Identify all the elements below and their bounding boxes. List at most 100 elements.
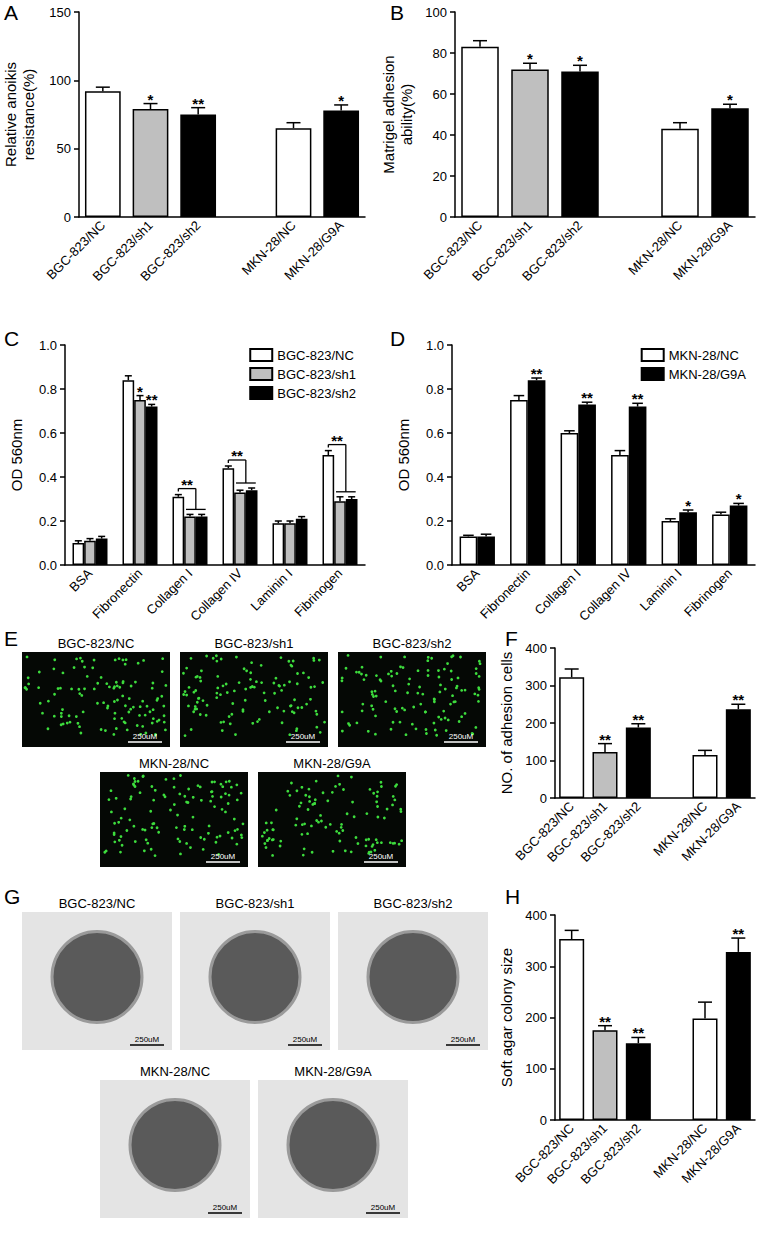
svg-text:Fibronectin: Fibronectin	[89, 566, 145, 622]
svg-text:100: 100	[525, 753, 547, 768]
svg-text:MKN-28/G9A: MKN-28/G9A	[281, 217, 346, 282]
svg-text:100: 100	[49, 73, 71, 88]
svg-text:0.8: 0.8	[39, 382, 57, 397]
svg-text:1.0: 1.0	[39, 338, 57, 353]
svg-text:**: **	[599, 1013, 611, 1030]
svg-text:MKN-28/G9A: MKN-28/G9A	[669, 367, 747, 382]
svg-text:150: 150	[49, 5, 71, 20]
svg-text:0.4: 0.4	[426, 470, 444, 485]
svg-text:OD 560nm: OD 560nm	[395, 419, 412, 492]
svg-text:BGC-823/sh2: BGC-823/sh2	[277, 386, 356, 401]
svg-text:B: B	[390, 1, 404, 24]
svg-text:250uM: 250uM	[369, 852, 394, 861]
svg-text:80: 80	[433, 46, 447, 61]
svg-text:**: **	[192, 95, 204, 112]
svg-text:200: 200	[525, 716, 547, 731]
svg-text:*: *	[736, 490, 742, 507]
svg-text:0.8: 0.8	[426, 382, 444, 397]
svg-text:250uM: 250uM	[449, 732, 474, 741]
svg-text:250uM: 250uM	[133, 732, 158, 741]
svg-text:0: 0	[540, 1113, 547, 1128]
svg-text:**: **	[632, 390, 644, 407]
svg-text:**: **	[632, 711, 644, 728]
svg-text:100: 100	[425, 5, 447, 20]
svg-text:100: 100	[525, 1061, 547, 1076]
svg-text:BGC-823/sh2: BGC-823/sh2	[577, 1121, 643, 1187]
svg-text:*: *	[148, 91, 154, 108]
svg-text:MKN-28/NC: MKN-28/NC	[140, 1064, 210, 1079]
svg-text:Collagen IV: Collagen IV	[187, 565, 245, 623]
svg-text:ability(%): ability(%)	[398, 84, 415, 146]
svg-text:MKN-28/G9A: MKN-28/G9A	[293, 756, 371, 771]
svg-text:BGC-823/NC: BGC-823/NC	[58, 636, 135, 651]
svg-text:0.0: 0.0	[426, 558, 444, 573]
svg-text:0.6: 0.6	[39, 426, 57, 441]
svg-text:**: **	[732, 691, 744, 708]
svg-text:BGC-823/NC: BGC-823/NC	[277, 348, 354, 363]
svg-text:Fibrinogen: Fibrinogen	[681, 566, 735, 620]
svg-text:250uM: 250uM	[213, 1203, 238, 1212]
svg-text:Laminin I: Laminin I	[247, 566, 295, 614]
svg-text:*: *	[527, 50, 533, 67]
svg-text:0: 0	[64, 210, 71, 225]
svg-text:0.2: 0.2	[39, 514, 57, 529]
svg-text:300: 300	[525, 959, 547, 974]
svg-text:0.0: 0.0	[39, 558, 57, 573]
svg-text:BGC-823/sh2: BGC-823/sh2	[374, 896, 453, 911]
svg-text:H: H	[505, 885, 520, 908]
svg-text:**: **	[632, 1024, 644, 1041]
svg-text:BGC-823/sh2: BGC-823/sh2	[519, 218, 585, 284]
svg-text:**: **	[181, 476, 193, 493]
svg-text:Laminin I: Laminin I	[637, 566, 685, 614]
svg-text:Soft agar colony size: Soft agar colony size	[498, 948, 515, 1087]
svg-text:D: D	[390, 327, 405, 350]
svg-text:BGC-823/sh2: BGC-823/sh2	[373, 636, 452, 651]
svg-text:**: **	[146, 391, 158, 408]
svg-text:Collagen I: Collagen I	[143, 566, 195, 618]
svg-text:**: **	[581, 389, 593, 406]
svg-text:50: 50	[57, 141, 71, 156]
svg-text:MKN-28/NC: MKN-28/NC	[669, 348, 739, 363]
svg-text:**: **	[231, 447, 243, 464]
svg-text:F: F	[505, 627, 518, 650]
svg-text:0.2: 0.2	[426, 514, 444, 529]
svg-text:MKN-28/G9A: MKN-28/G9A	[294, 1064, 372, 1079]
svg-text:Collagen IV: Collagen IV	[576, 565, 634, 623]
svg-text:60: 60	[433, 87, 447, 102]
svg-text:BGC-823/sh2: BGC-823/sh2	[577, 799, 643, 865]
svg-text:250uM: 250uM	[135, 1035, 160, 1044]
svg-text:Fibronectin: Fibronectin	[477, 566, 533, 622]
svg-text:Relative anoikis: Relative anoikis	[2, 62, 19, 167]
svg-text:A: A	[4, 1, 18, 24]
svg-text:*: *	[685, 497, 691, 514]
svg-text:OD 560nm: OD 560nm	[8, 419, 25, 492]
svg-text:**: **	[599, 731, 611, 748]
svg-text:Collagen I: Collagen I	[532, 566, 584, 618]
svg-text:MKN-28/NC: MKN-28/NC	[139, 756, 209, 771]
svg-text:250uM: 250uM	[451, 1035, 476, 1044]
svg-text:0.6: 0.6	[426, 426, 444, 441]
svg-text:250uM: 250uM	[291, 732, 316, 741]
svg-text:**: **	[732, 925, 744, 942]
svg-text:250uM: 250uM	[293, 1035, 318, 1044]
svg-text:1.0: 1.0	[426, 338, 444, 353]
svg-text:BGC-823/sh1: BGC-823/sh1	[277, 367, 356, 382]
svg-text:40: 40	[433, 128, 447, 143]
svg-text:BGC-823/NC: BGC-823/NC	[59, 896, 136, 911]
svg-text:250uM: 250uM	[371, 1203, 396, 1212]
svg-text:20: 20	[433, 169, 447, 184]
svg-text:BGC-823/sh1: BGC-823/sh1	[216, 896, 295, 911]
svg-text:Matrigel adhesion: Matrigel adhesion	[380, 55, 397, 173]
svg-text:250uM: 250uM	[211, 852, 236, 861]
svg-text:MKN-28/G9A: MKN-28/G9A	[678, 1120, 743, 1185]
svg-text:0: 0	[440, 210, 447, 225]
svg-text:**: **	[331, 432, 343, 449]
svg-text:*: *	[727, 91, 733, 108]
svg-text:BGC-823/sh1: BGC-823/sh1	[215, 636, 294, 651]
svg-text:NO. of adhesion cells: NO. of adhesion cells	[498, 652, 515, 795]
svg-text:BSA: BSA	[454, 565, 483, 594]
svg-text:200: 200	[525, 1010, 547, 1025]
svg-text:E: E	[4, 627, 18, 650]
svg-text:BSA: BSA	[66, 565, 95, 594]
svg-text:MKN-28/G9A: MKN-28/G9A	[678, 798, 743, 863]
